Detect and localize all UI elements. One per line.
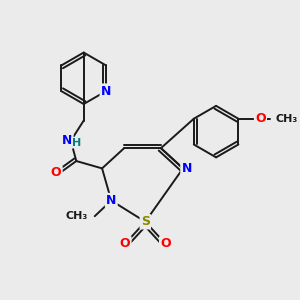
Text: N: N	[182, 162, 192, 175]
Text: O: O	[51, 167, 62, 179]
Text: N: N	[106, 194, 116, 207]
Text: O: O	[160, 237, 171, 250]
Text: CH₃: CH₃	[275, 114, 297, 124]
Text: S: S	[141, 215, 150, 228]
Text: N: N	[62, 134, 72, 147]
Text: N: N	[101, 85, 111, 98]
Text: O: O	[255, 112, 266, 125]
Text: H: H	[72, 138, 81, 148]
Text: CH₃: CH₃	[65, 211, 87, 221]
Text: O: O	[120, 237, 130, 250]
